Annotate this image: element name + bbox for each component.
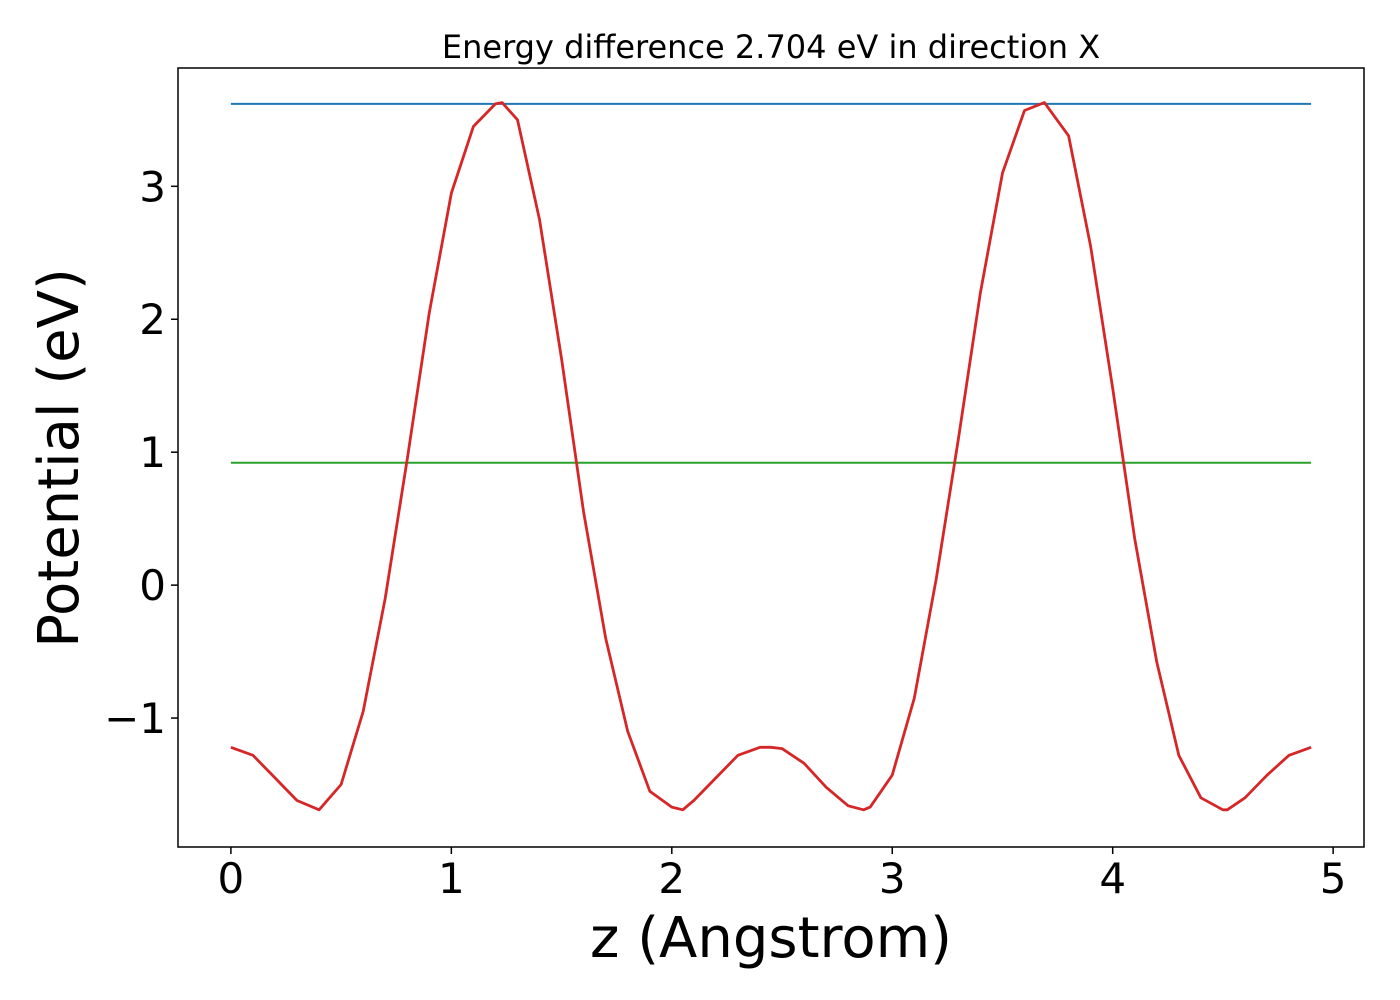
y-tick-label: 3 xyxy=(139,162,166,211)
x-tick-label: 3 xyxy=(879,854,906,903)
potential-curve xyxy=(230,101,1312,812)
x-tick-label: 0 xyxy=(218,854,245,903)
plot-frame xyxy=(177,67,1365,848)
y-tick-label: 2 xyxy=(139,295,166,344)
x-axis-label: z (Angstrom) xyxy=(590,906,952,971)
x-axis-ticks: 0 1 2 3 4 5 xyxy=(218,847,1347,903)
y-axis-ticks: −1 0 1 2 3 xyxy=(104,162,178,743)
x-tick-label: 2 xyxy=(658,854,685,903)
chart-title: Energy difference 2.704 eV in direction … xyxy=(442,28,1100,66)
y-axis-label: Potential (eV) xyxy=(27,268,92,648)
y-tick-label: 0 xyxy=(139,561,166,610)
y-tick-label: −1 xyxy=(104,694,166,743)
series-layer xyxy=(230,101,1312,812)
x-tick-label: 4 xyxy=(1099,854,1126,903)
x-tick-label: 5 xyxy=(1320,854,1347,903)
x-tick-label: 1 xyxy=(438,854,465,903)
y-tick-label: 1 xyxy=(139,428,166,477)
